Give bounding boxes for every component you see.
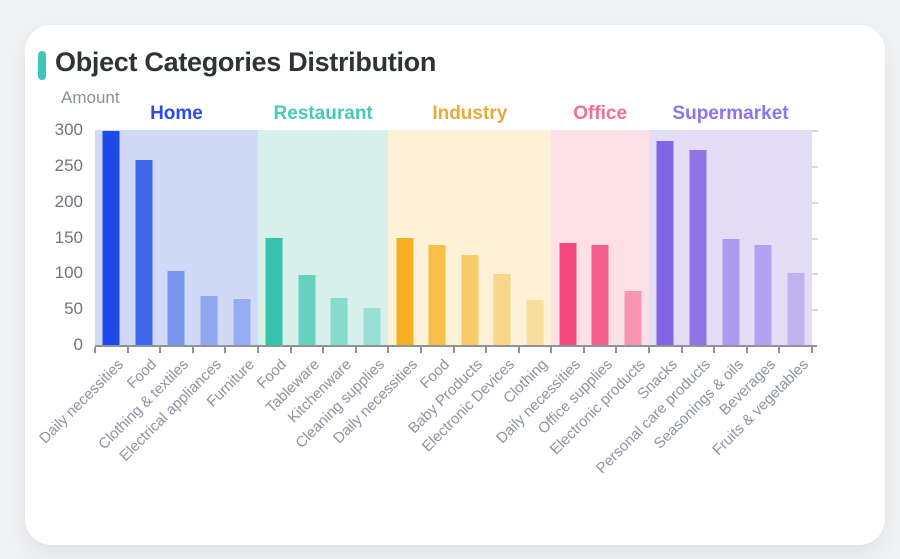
y-tick-label: 100 xyxy=(54,263,83,283)
group-panel-supermarket: Supermarket xyxy=(649,103,812,345)
x-tick-mark xyxy=(224,347,227,353)
group-panel-restaurant: Restaurant xyxy=(257,103,389,345)
y-axis-title: Amount xyxy=(61,88,120,107)
x-tick-mark xyxy=(94,347,96,353)
y-tick-mark-right xyxy=(812,201,818,204)
group-panel-industry: Industry xyxy=(388,103,552,345)
x-tick-mark xyxy=(256,347,259,353)
bar-industry-baby-products xyxy=(461,254,479,345)
bar-slot xyxy=(714,130,747,345)
bar-slot xyxy=(95,130,128,345)
x-tick-mark xyxy=(419,347,422,353)
bar-industry-clothing xyxy=(526,299,544,345)
bar-restaurant-food xyxy=(265,238,283,345)
bar-slot xyxy=(193,130,226,345)
bar-slot xyxy=(519,130,552,345)
x-tick-mark xyxy=(778,347,781,353)
chart-title: Object Categories Distribution xyxy=(55,47,437,77)
bar-slot xyxy=(323,130,356,345)
bar-supermarket-fruits-vegetables xyxy=(787,272,805,345)
x-tick-mark xyxy=(615,347,618,353)
x-tick-mark xyxy=(354,347,357,353)
chart-card: Object Categories Distribution Amount Ho… xyxy=(25,25,885,545)
x-tick-mark xyxy=(289,347,292,353)
bar-supermarket-personal-care-products xyxy=(689,150,707,345)
x-tick-mark xyxy=(582,347,585,353)
x-tick-mark xyxy=(126,347,129,353)
plot-area: Home Restaurant Industry Office Supermarket xyxy=(95,103,812,345)
x-tick-mark xyxy=(713,347,716,353)
y-tick-mark-right xyxy=(812,273,818,276)
x-tick-mark xyxy=(811,347,813,353)
group-label-industry: Industry xyxy=(432,103,508,124)
bar-supermarket-beverages xyxy=(754,244,772,345)
y-tick-label: 250 xyxy=(54,155,83,175)
x-tick-mark xyxy=(550,347,553,353)
x-tick-mark xyxy=(680,347,683,353)
x-tick-mark xyxy=(387,347,390,353)
group-label-restaurant: Restaurant xyxy=(273,103,373,124)
group-panel-office: Office xyxy=(551,103,650,345)
bar-industry-daily-necessities xyxy=(396,237,414,345)
bar-restaurant-cleaning-supplies xyxy=(363,308,381,345)
bar-industry-electronic-devices xyxy=(493,274,511,345)
bar-slot xyxy=(258,130,291,345)
x-axis-line xyxy=(95,345,817,347)
group-label-home: Home xyxy=(150,103,203,124)
y-tick-mark-right xyxy=(812,309,818,312)
bar-slot xyxy=(225,130,258,345)
bar-home-food xyxy=(135,160,153,345)
y-tick-label: 0 xyxy=(73,335,83,354)
bar-slot xyxy=(649,130,682,345)
y-tick-label: 50 xyxy=(64,299,83,319)
bar-slot xyxy=(584,130,617,345)
bar-restaurant-tableware xyxy=(298,275,316,345)
bar-slot xyxy=(454,130,487,345)
x-tick-mark xyxy=(452,347,455,353)
bar-home-daily-necessities xyxy=(102,130,120,345)
bar-slot xyxy=(356,130,389,345)
x-tick-mark xyxy=(745,347,748,353)
bar-slot xyxy=(551,130,584,345)
bar-slot xyxy=(779,130,812,345)
bar-home-electrical-appliances xyxy=(200,295,218,345)
y-tick-label: 150 xyxy=(54,227,83,247)
bar-slot xyxy=(128,130,161,345)
y-tick-mark-right xyxy=(812,130,818,132)
x-tick-mark xyxy=(191,347,194,353)
bar-home-furniture xyxy=(233,299,251,345)
bar-supermarket-snacks xyxy=(656,140,674,345)
bar-office-daily-necessities xyxy=(559,243,577,345)
bar-slot xyxy=(291,130,324,345)
group-label-supermarket: Supermarket xyxy=(672,103,789,124)
bar-slot xyxy=(160,130,193,345)
group-panel-home: Home xyxy=(95,103,258,345)
x-tick-mark xyxy=(517,347,520,353)
bar-slot xyxy=(486,130,519,345)
bar-slot xyxy=(388,130,421,345)
y-tick-label: 200 xyxy=(54,191,83,211)
bar-office-electronic-products xyxy=(624,291,642,345)
bar-restaurant-kitchenware xyxy=(330,298,348,345)
bar-supermarket-seasonings-oils xyxy=(722,238,740,345)
x-tick-mark xyxy=(159,347,162,353)
bar-slot xyxy=(747,130,780,345)
x-tick-mark xyxy=(322,347,325,353)
bar-home-clothing-textiles xyxy=(167,271,185,345)
title-accent-bar xyxy=(38,51,46,80)
x-tick-mark xyxy=(485,347,488,353)
y-tick-mark-right xyxy=(812,165,818,168)
bar-slot xyxy=(616,130,649,345)
bar-industry-food xyxy=(428,245,446,345)
y-tick-mark-right xyxy=(812,237,818,240)
group-label-office: Office xyxy=(573,103,628,124)
bar-office-office-supplies xyxy=(591,245,609,345)
x-tick-mark xyxy=(648,347,651,353)
y-tick-label: 300 xyxy=(54,120,83,139)
bar-slot xyxy=(421,130,454,345)
bar-slot xyxy=(682,130,715,345)
